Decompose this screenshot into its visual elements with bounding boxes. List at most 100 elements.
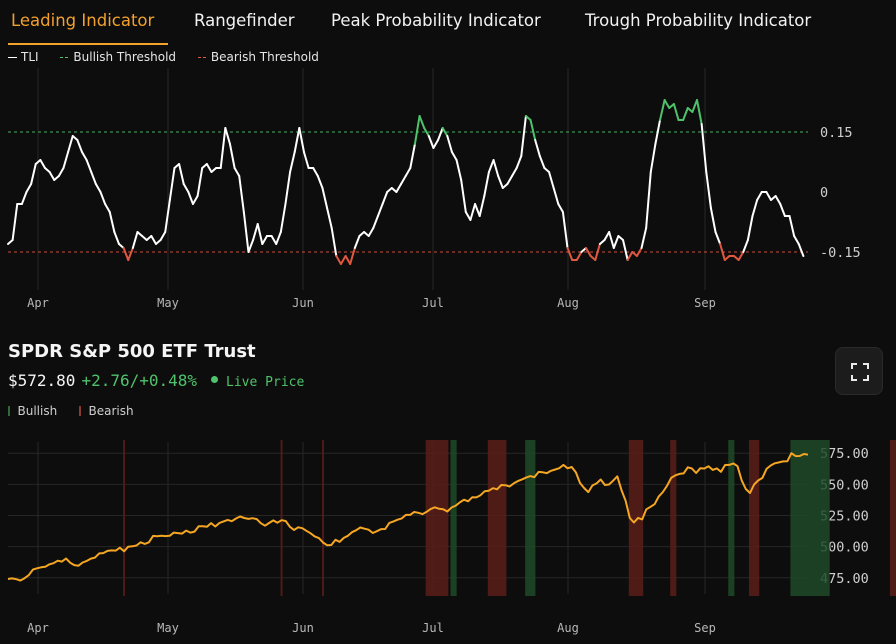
tli-line-segment xyxy=(672,103,680,121)
tli-line-segment xyxy=(242,211,250,253)
price-y-tick-label: 500.00 xyxy=(820,540,869,556)
tli-line-segment xyxy=(774,195,782,205)
tli-line-segment xyxy=(71,135,79,141)
tli-line-segment xyxy=(756,191,763,201)
tli-line-segment xyxy=(34,159,42,165)
tab-rangefinder[interactable]: Rangefinder xyxy=(194,11,295,30)
tli-line-segment xyxy=(524,115,532,121)
price-chart[interactable]: 575.00 550.00 525.00 500.00 475.00 Apr May Jun J… xyxy=(0,430,896,644)
tli-line-segment xyxy=(372,215,379,229)
tli-line-segment xyxy=(705,171,712,209)
tli-line-segment xyxy=(358,231,366,237)
bullish-region xyxy=(728,440,735,596)
tli-line-segment xyxy=(57,167,65,177)
tli-line-segment xyxy=(612,235,620,249)
tli-line-segment xyxy=(293,127,301,153)
tli-line-segment xyxy=(367,227,375,237)
tli-line-segment xyxy=(714,231,722,245)
tli-x-tick-label: May xyxy=(157,296,179,310)
tli-line-segment xyxy=(312,167,319,177)
tli-line-segment xyxy=(719,243,726,261)
tli-line-segment xyxy=(723,255,731,261)
legend-item-bullish-threshold[interactable]: Bullish Threshold xyxy=(60,50,176,64)
tli-line-segment xyxy=(770,195,777,201)
bullish-region xyxy=(790,440,830,596)
tli-chart[interactable]: Apr May Jun Jul Aug Sep 0.15 0 -0.15 xyxy=(0,0,896,330)
legend-label-bearish-threshold: Bearish Threshold xyxy=(210,50,319,64)
tli-line-segment xyxy=(182,183,190,193)
tli-line-segment xyxy=(506,175,514,185)
tli-line-segment xyxy=(90,171,97,185)
tli-line-segment xyxy=(48,171,56,181)
tli-line-segment xyxy=(150,235,157,245)
price-x-tick-label: Jun xyxy=(292,621,314,635)
legend-item-bearish-threshold[interactable]: Bearish Threshold xyxy=(197,50,319,64)
tli-line-segment xyxy=(640,227,648,249)
bearish-region xyxy=(889,440,896,596)
bearish-region xyxy=(322,440,325,596)
tli-y-tick-label: 0.15 xyxy=(820,125,853,141)
tli-line-segment xyxy=(575,251,583,261)
tli-line-segment xyxy=(11,203,19,241)
bearish-region xyxy=(748,440,760,596)
tli-line-segment xyxy=(261,235,268,245)
tli-line-segment xyxy=(386,187,393,193)
legend-item-tli[interactable]: TLI xyxy=(8,50,39,64)
tli-line-segment xyxy=(62,151,70,169)
tli-line-segment xyxy=(469,203,477,221)
regime-legend: Bullish Bearish xyxy=(8,404,152,418)
tli-line-segment xyxy=(99,191,107,205)
bullish-region xyxy=(450,440,457,596)
tli-line-segment xyxy=(580,247,588,253)
tli-line-segment xyxy=(104,203,111,213)
tli-line-segment xyxy=(427,135,435,149)
tli-line-segment xyxy=(709,207,717,233)
price-y-tick-label: 475.00 xyxy=(820,571,869,587)
spy-price-line xyxy=(7,452,809,582)
price-change: +2.76/+0.48% xyxy=(81,371,198,390)
tli-line-segment xyxy=(529,119,537,141)
tli-line-segment xyxy=(353,235,361,249)
tli-line-segment xyxy=(603,231,611,241)
tli-line-segment xyxy=(363,231,370,237)
tli-line-segment xyxy=(67,135,74,153)
expand-button[interactable] xyxy=(835,347,883,395)
tli-y-tick-label: 0 xyxy=(820,185,828,201)
price-x-tick-label: Jul xyxy=(422,621,444,635)
tli-line-segment xyxy=(696,99,703,125)
tli-line-segment xyxy=(289,151,296,173)
expand-icon xyxy=(851,363,869,381)
live-price-label: Live Price xyxy=(226,375,305,390)
legend-label-bullish-threshold: Bullish Threshold xyxy=(73,50,177,64)
legend-item-bearish[interactable]: Bearish xyxy=(79,404,134,418)
tli-line-segment xyxy=(561,211,569,249)
tli-line-segment xyxy=(376,203,384,217)
tli-line-segment xyxy=(233,167,241,177)
tli-line-segment xyxy=(663,99,671,109)
tli-line-segment xyxy=(191,195,199,205)
tli-line-segment xyxy=(76,139,83,153)
tli-line-segment xyxy=(178,163,185,185)
price-y-tick-label: 550.00 xyxy=(820,477,869,493)
tli-line-segment xyxy=(418,115,426,129)
bearish-region xyxy=(487,440,507,596)
tli-line-segment xyxy=(154,239,162,245)
tli-line-segment xyxy=(746,215,754,241)
tab-peak-probability-indicator[interactable]: Peak Probability Indicator xyxy=(331,11,541,30)
tli-line-segment xyxy=(404,167,412,177)
tab-leading-indicator[interactable]: Leading Indicator xyxy=(11,11,155,30)
tli-line-segment xyxy=(793,235,800,245)
tli-line-segment xyxy=(409,143,416,169)
tli-line-segment xyxy=(39,159,46,169)
current-price: $572.80 xyxy=(8,371,76,390)
tab-trough-probability-indicator[interactable]: Trough Probability Indicator xyxy=(585,11,812,30)
tli-line-segment xyxy=(788,215,796,237)
tli-line-segment xyxy=(548,171,555,189)
tli-line-segment xyxy=(131,231,139,249)
legend-item-bullish[interactable]: Bullish xyxy=(8,404,57,418)
tli-line-segment xyxy=(339,255,347,265)
tli-line-segment xyxy=(20,191,28,205)
bullish-region xyxy=(525,440,536,596)
tli-line-segment xyxy=(224,127,231,145)
